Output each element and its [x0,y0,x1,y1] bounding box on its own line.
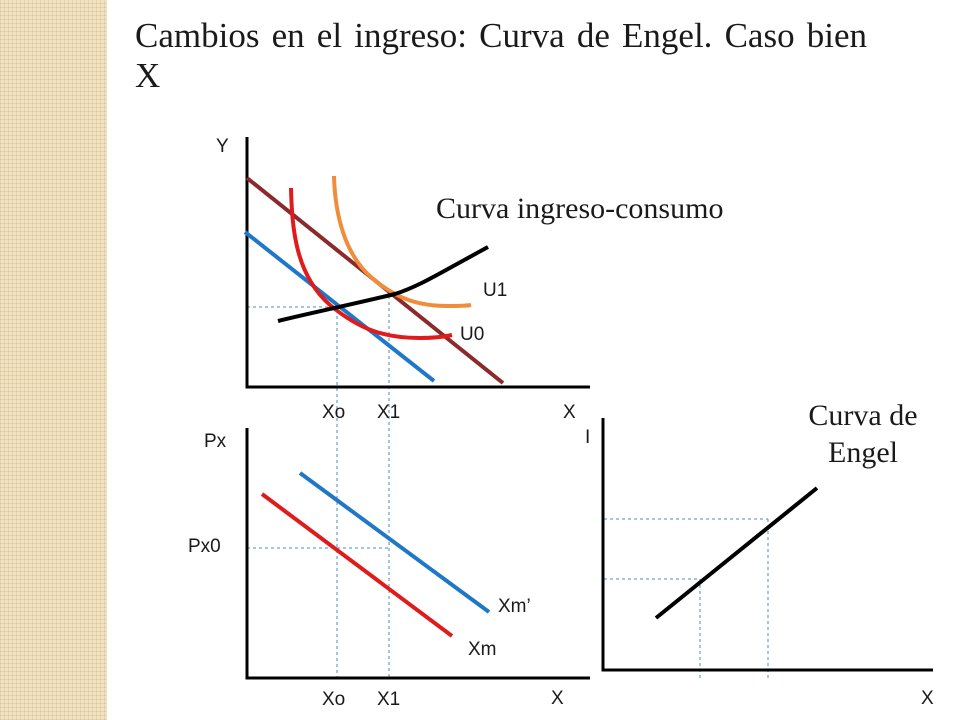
bottom-left-panel-demand: Px Px0 X Xm’ Xm Xo X1 [188,428,590,710]
slide-title: Cambios en el ingreso: Curva de Engel. C… [135,16,867,95]
income-consumption-curve [277,245,489,323]
bottom-left-axes [245,428,590,680]
xm-label: Xm [468,639,497,660]
xm-shifted-label: Xm’ [498,596,531,617]
bottom-x0-label: Xo [322,689,345,710]
px0-label: Px0 [188,536,221,557]
bottom-right-axes [601,418,933,672]
top-x0-label: Xo [322,402,345,423]
indifference-curve-u0 [289,187,453,341]
bottom-x1-label: X1 [377,689,400,710]
top-axes [245,137,590,389]
income-axis-label: I [585,427,590,448]
top-x-axis-label: X [563,402,576,423]
bottom-left-x-axis-label: X [551,688,564,709]
bottom-right-panel-engel: I X Curva de Engel [585,399,934,709]
indifference-curve-u1 [332,175,472,309]
income-consumption-curve-label: Curva ingreso-consumo [436,192,723,225]
top-panel-consumption-map: Y X U1 U0 Curva ingreso-consumo Xo X1 [216,136,723,680]
u1-curve-label: U1 [483,280,507,301]
bottom-right-x-axis-label: X [921,688,934,709]
px-axis-label: Px [204,431,227,452]
top-y-axis-label: Y [216,136,229,157]
demand-curve-xm [260,492,454,638]
demand-curve-xm-shifted [298,471,491,614]
decorative-side-stripe [0,0,107,720]
u0-curve-label: U0 [460,324,484,345]
engel-curve [654,486,819,620]
top-x1-label: X1 [377,402,400,423]
engel-curve-label-line2: Engel [828,436,898,469]
engel-curve-label-line1: Curva de [808,399,917,432]
